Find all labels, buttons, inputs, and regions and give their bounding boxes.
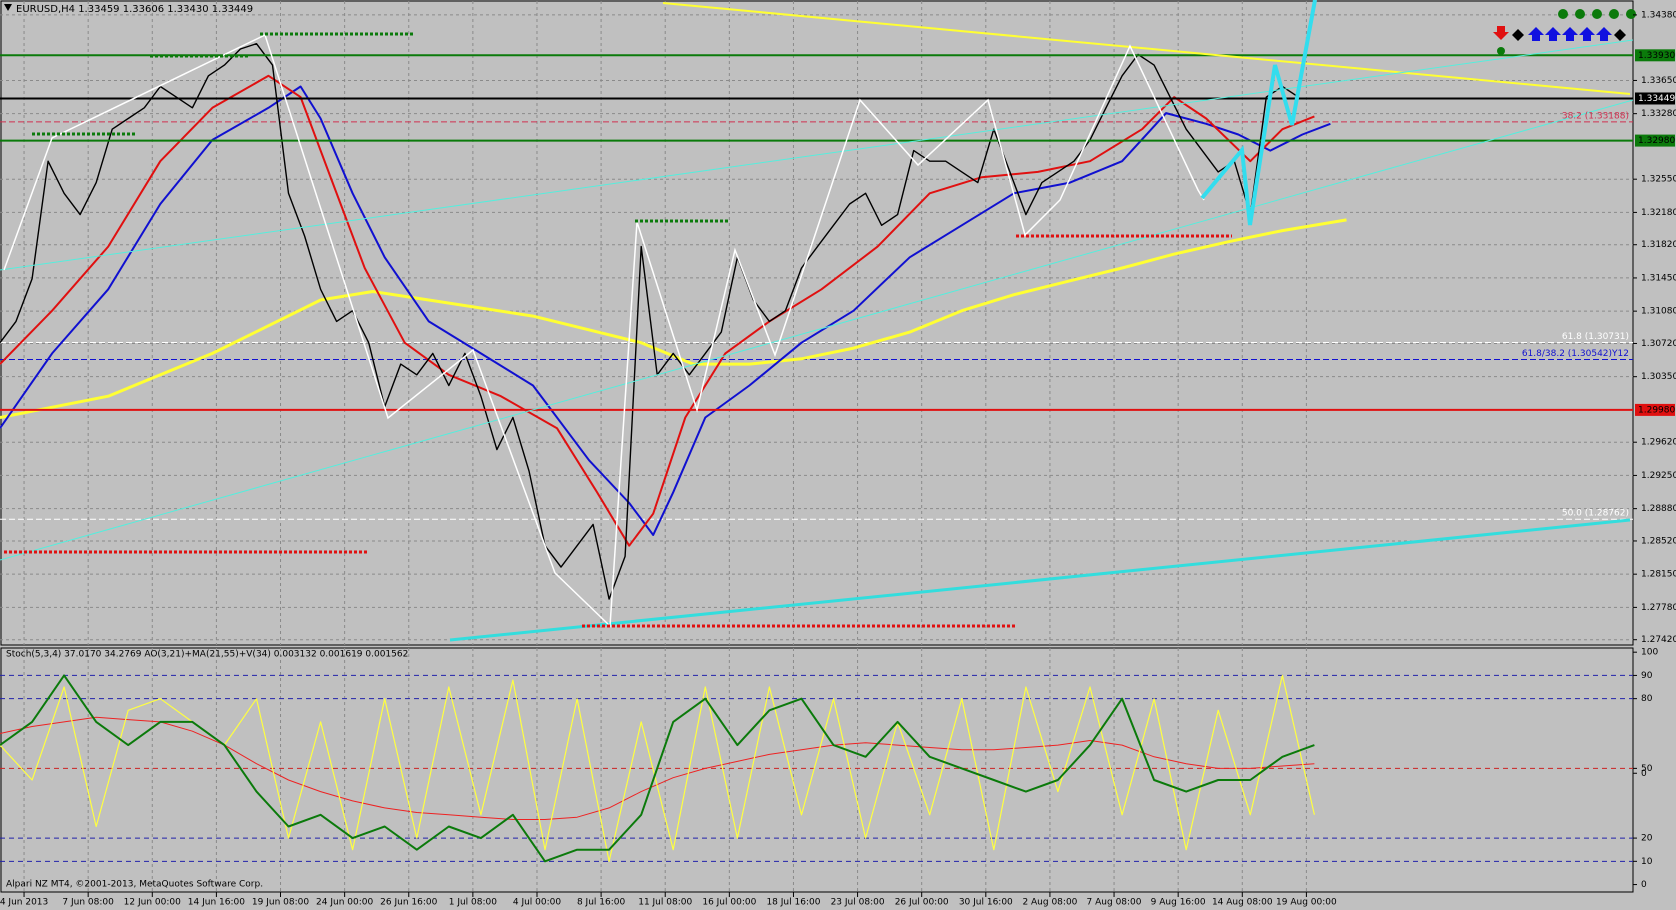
projection: [1200, 0, 1317, 226]
y-tick-label: 1.32180: [1641, 208, 1676, 218]
y-tick-label: 1.33650: [1641, 76, 1676, 86]
x-tick-label: 8 Jul 16:00: [577, 898, 626, 908]
main-panel: [0, 0, 1634, 646]
diamond: [1512, 29, 1524, 41]
y-tick-label: 1.31080: [1641, 307, 1676, 317]
chart-icon: [4, 4, 12, 11]
price-box-label: 1.32980: [1638, 136, 1675, 146]
signal-dot: [1558, 9, 1568, 19]
price-box-label: 1.33930: [1638, 51, 1675, 61]
signal-dot: [1609, 9, 1619, 19]
price-box-label: 1.29980: [1638, 405, 1675, 415]
x-tick-label: 16 Jul 00:00: [702, 898, 756, 908]
y-tick-label: 20: [1641, 834, 1653, 844]
x-tick-label: 18 Jul 16:00: [766, 898, 820, 908]
series-line: [0, 74, 1315, 547]
x-tick-label: 1 Jul 08:00: [449, 898, 498, 908]
y-tick-label: 100: [1641, 648, 1658, 658]
y-tick-label: 80: [1641, 694, 1653, 704]
signal-dot: [1575, 9, 1585, 19]
x-tick-label: 26 Jul 00:00: [895, 898, 949, 908]
x-tick-label: 30 Jul 16:00: [959, 898, 1013, 908]
x-tick-label: 7 Aug 08:00: [1087, 898, 1142, 908]
drawings: [0, 0, 1636, 642]
signal-dot: [1626, 9, 1636, 19]
y-tick-label: 1.28150: [1641, 570, 1676, 580]
x-tick-label: 4 Jun 2013: [0, 898, 48, 908]
signal-dot: [1497, 47, 1505, 55]
fib-label: 38.2 (1.33188): [1562, 111, 1629, 121]
indicator-title: Stoch(5,3,4) 37.0170 34.2769 AO(3,21)+MA…: [6, 650, 408, 660]
x-tick-label: 26 Jun 16:00: [380, 898, 437, 908]
series-line: [0, 85, 1331, 536]
window-title: EURUSD,H4 1.33459 1.33606 1.33430 1.3344…: [16, 4, 253, 15]
channel-line: [0, 99, 1634, 561]
y-tick-label: 1.27420: [1641, 635, 1676, 645]
fib-label: 61.8 (1.30731): [1562, 332, 1629, 342]
y-tick-label: 1.33280: [1641, 109, 1676, 119]
y-tick-label: 1.32550: [1641, 175, 1676, 185]
x-tick-label: 9 Aug 16:00: [1151, 898, 1206, 908]
trend-line: [662, 2, 1631, 95]
y-tick-label: 1.30350: [1641, 372, 1676, 382]
x-tick-label: 19 Jun 08:00: [252, 898, 309, 908]
price-box-label: 1.33449: [1638, 94, 1675, 104]
y-tick-label: 0: [1641, 880, 1647, 890]
arrow-down: [1493, 26, 1509, 40]
y-tick-label: 1.27780: [1641, 603, 1676, 613]
x-tick-label: 19 Aug 00:00: [1276, 898, 1337, 908]
y-tick-label: 0: [1641, 769, 1647, 779]
price-box: [1635, 92, 1675, 105]
y-tick-label: 1.28520: [1641, 536, 1676, 546]
x-tick-label: 11 Jul 08:00: [638, 898, 692, 908]
y-tick-label: 10: [1641, 857, 1653, 867]
channel-line: [0, 39, 1634, 271]
x-tick-label: 14 Aug 08:00: [1212, 898, 1273, 908]
y-tick-label: 50: [1641, 764, 1653, 774]
copyright: Alpari NZ MT4, ©2001-2013, MetaQuotes So…: [6, 880, 263, 890]
x-tick-label: 24 Jun 00:00: [316, 898, 373, 908]
price-box: [1635, 134, 1675, 147]
y-tick-label: 1.29620: [1641, 438, 1676, 448]
signal-dot: [1592, 9, 1602, 19]
oscillator-panel: [0, 647, 1634, 893]
series-line: [0, 218, 1347, 419]
zigzag: [3, 33, 1205, 628]
arrow-up-group: [1528, 27, 1612, 41]
x-tick-label: 14 Jun 16:00: [188, 898, 245, 908]
x-tick-label: 12 Jun 00:00: [124, 898, 181, 908]
x-tick-label: 2 Aug 08:00: [1022, 898, 1077, 908]
x-tick-label: 4 Jul 00:00: [513, 898, 562, 908]
diamond: [1614, 29, 1626, 41]
y-tick-label: 1.31820: [1641, 240, 1676, 250]
y-tick-label: 1.28880: [1641, 504, 1676, 514]
y-tick-label: 90: [1641, 671, 1653, 681]
y-tick-label: 1.34380: [1641, 10, 1676, 20]
x-tick-label: 23 Jul 08:00: [831, 898, 885, 908]
fib-label: 61.8/38.2 (1.30542)Y12: [1522, 349, 1629, 359]
price-box: [1635, 403, 1675, 416]
x-tick-label: 7 Jun 08:00: [62, 898, 114, 908]
price-box: [1635, 49, 1675, 62]
series-line: [0, 674, 1315, 863]
trend-line: [449, 518, 1631, 642]
y-tick-label: 1.30720: [1641, 339, 1676, 349]
y-tick-label: 1.31450: [1641, 273, 1676, 283]
fib-label: 50.0 (1.28762): [1562, 509, 1629, 519]
y-tick-label: 1.29250: [1641, 471, 1676, 481]
